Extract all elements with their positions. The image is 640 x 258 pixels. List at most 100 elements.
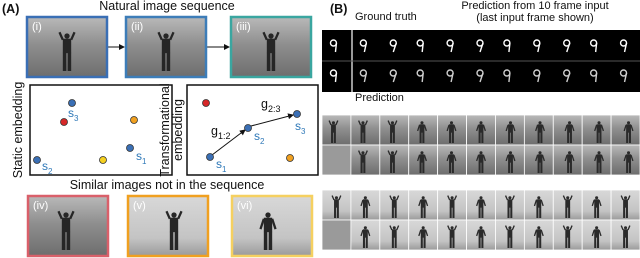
head	[361, 121, 365, 125]
person	[360, 226, 371, 248]
blank-tile	[321, 219, 352, 251]
torso	[420, 229, 426, 238]
arm	[338, 195, 342, 201]
arm	[476, 124, 480, 132]
embedding-point	[99, 156, 107, 164]
torso	[594, 229, 600, 238]
leg	[625, 237, 628, 248]
torso	[61, 217, 71, 233]
arm	[476, 229, 480, 237]
digit	[392, 42, 397, 53]
arm	[476, 154, 480, 162]
torso	[596, 124, 602, 133]
digit	[594, 72, 598, 83]
person	[358, 120, 368, 143]
leg	[507, 207, 510, 218]
leg	[391, 237, 394, 248]
leg	[596, 132, 599, 143]
leg	[565, 207, 568, 218]
head	[508, 121, 513, 125]
head	[508, 226, 512, 230]
arm	[328, 120, 332, 126]
arm	[512, 124, 516, 132]
arm	[446, 124, 450, 132]
person	[447, 225, 458, 248]
leg	[539, 207, 542, 218]
arm	[482, 154, 486, 162]
person	[594, 151, 605, 173]
leg	[510, 162, 513, 173]
leg	[449, 132, 452, 143]
arrow	[211, 129, 246, 156]
head	[627, 121, 631, 125]
leg	[334, 207, 337, 218]
leg	[390, 162, 393, 173]
arm	[424, 229, 429, 237]
head	[361, 151, 365, 155]
head	[479, 121, 483, 125]
frame-label: (ii)	[131, 21, 143, 33]
arm	[482, 124, 486, 132]
image-tile	[610, 144, 640, 176]
embedding-point	[130, 116, 138, 124]
torso	[567, 154, 572, 163]
label-base: s	[295, 119, 301, 133]
arm	[564, 154, 568, 162]
leg	[478, 237, 481, 248]
header: (last input frame shown)	[476, 12, 593, 24]
person	[504, 195, 515, 218]
person	[620, 225, 631, 248]
section-title: Natural image sequence	[99, 0, 235, 13]
point-label: s1	[216, 157, 227, 174]
torso	[391, 229, 397, 238]
leg	[452, 237, 455, 248]
arm	[58, 31, 64, 41]
person	[591, 196, 602, 218]
torso	[507, 199, 513, 208]
head	[624, 196, 628, 200]
arm	[533, 199, 538, 207]
person	[591, 226, 602, 248]
arm	[476, 199, 480, 207]
leg	[420, 237, 423, 248]
embedding-point	[126, 144, 134, 152]
head	[171, 212, 177, 218]
leg	[392, 162, 395, 173]
leg	[539, 237, 542, 248]
image-frame	[126, 194, 210, 258]
torso	[537, 124, 543, 133]
transform-label: g1:2	[211, 124, 230, 141]
digit	[450, 72, 454, 83]
leg	[449, 237, 452, 248]
leg	[568, 237, 571, 248]
leg	[537, 132, 540, 143]
embedding-point	[68, 99, 76, 107]
torso	[390, 154, 395, 163]
arm	[562, 195, 566, 201]
leg	[508, 162, 511, 173]
leg	[481, 132, 484, 143]
header: Prediction	[355, 92, 404, 104]
label-sub: 3	[74, 114, 79, 123]
head	[566, 226, 570, 230]
leg	[169, 231, 174, 250]
leg	[449, 207, 452, 218]
leg	[363, 162, 366, 173]
arm	[69, 210, 75, 220]
point-label: s2	[42, 159, 53, 176]
frame-label: (vi)	[237, 200, 252, 212]
arm	[482, 229, 486, 237]
person	[447, 195, 458, 218]
embedding-point	[286, 154, 294, 162]
leg	[510, 207, 513, 218]
frame-label: (iv)	[33, 200, 48, 212]
head	[537, 196, 541, 200]
torso	[567, 124, 572, 133]
panel-label: (B)	[330, 2, 347, 16]
person	[389, 195, 400, 218]
digit	[508, 72, 511, 83]
digit	[623, 42, 628, 53]
person	[562, 225, 573, 248]
torso	[478, 229, 484, 238]
head	[538, 121, 542, 125]
